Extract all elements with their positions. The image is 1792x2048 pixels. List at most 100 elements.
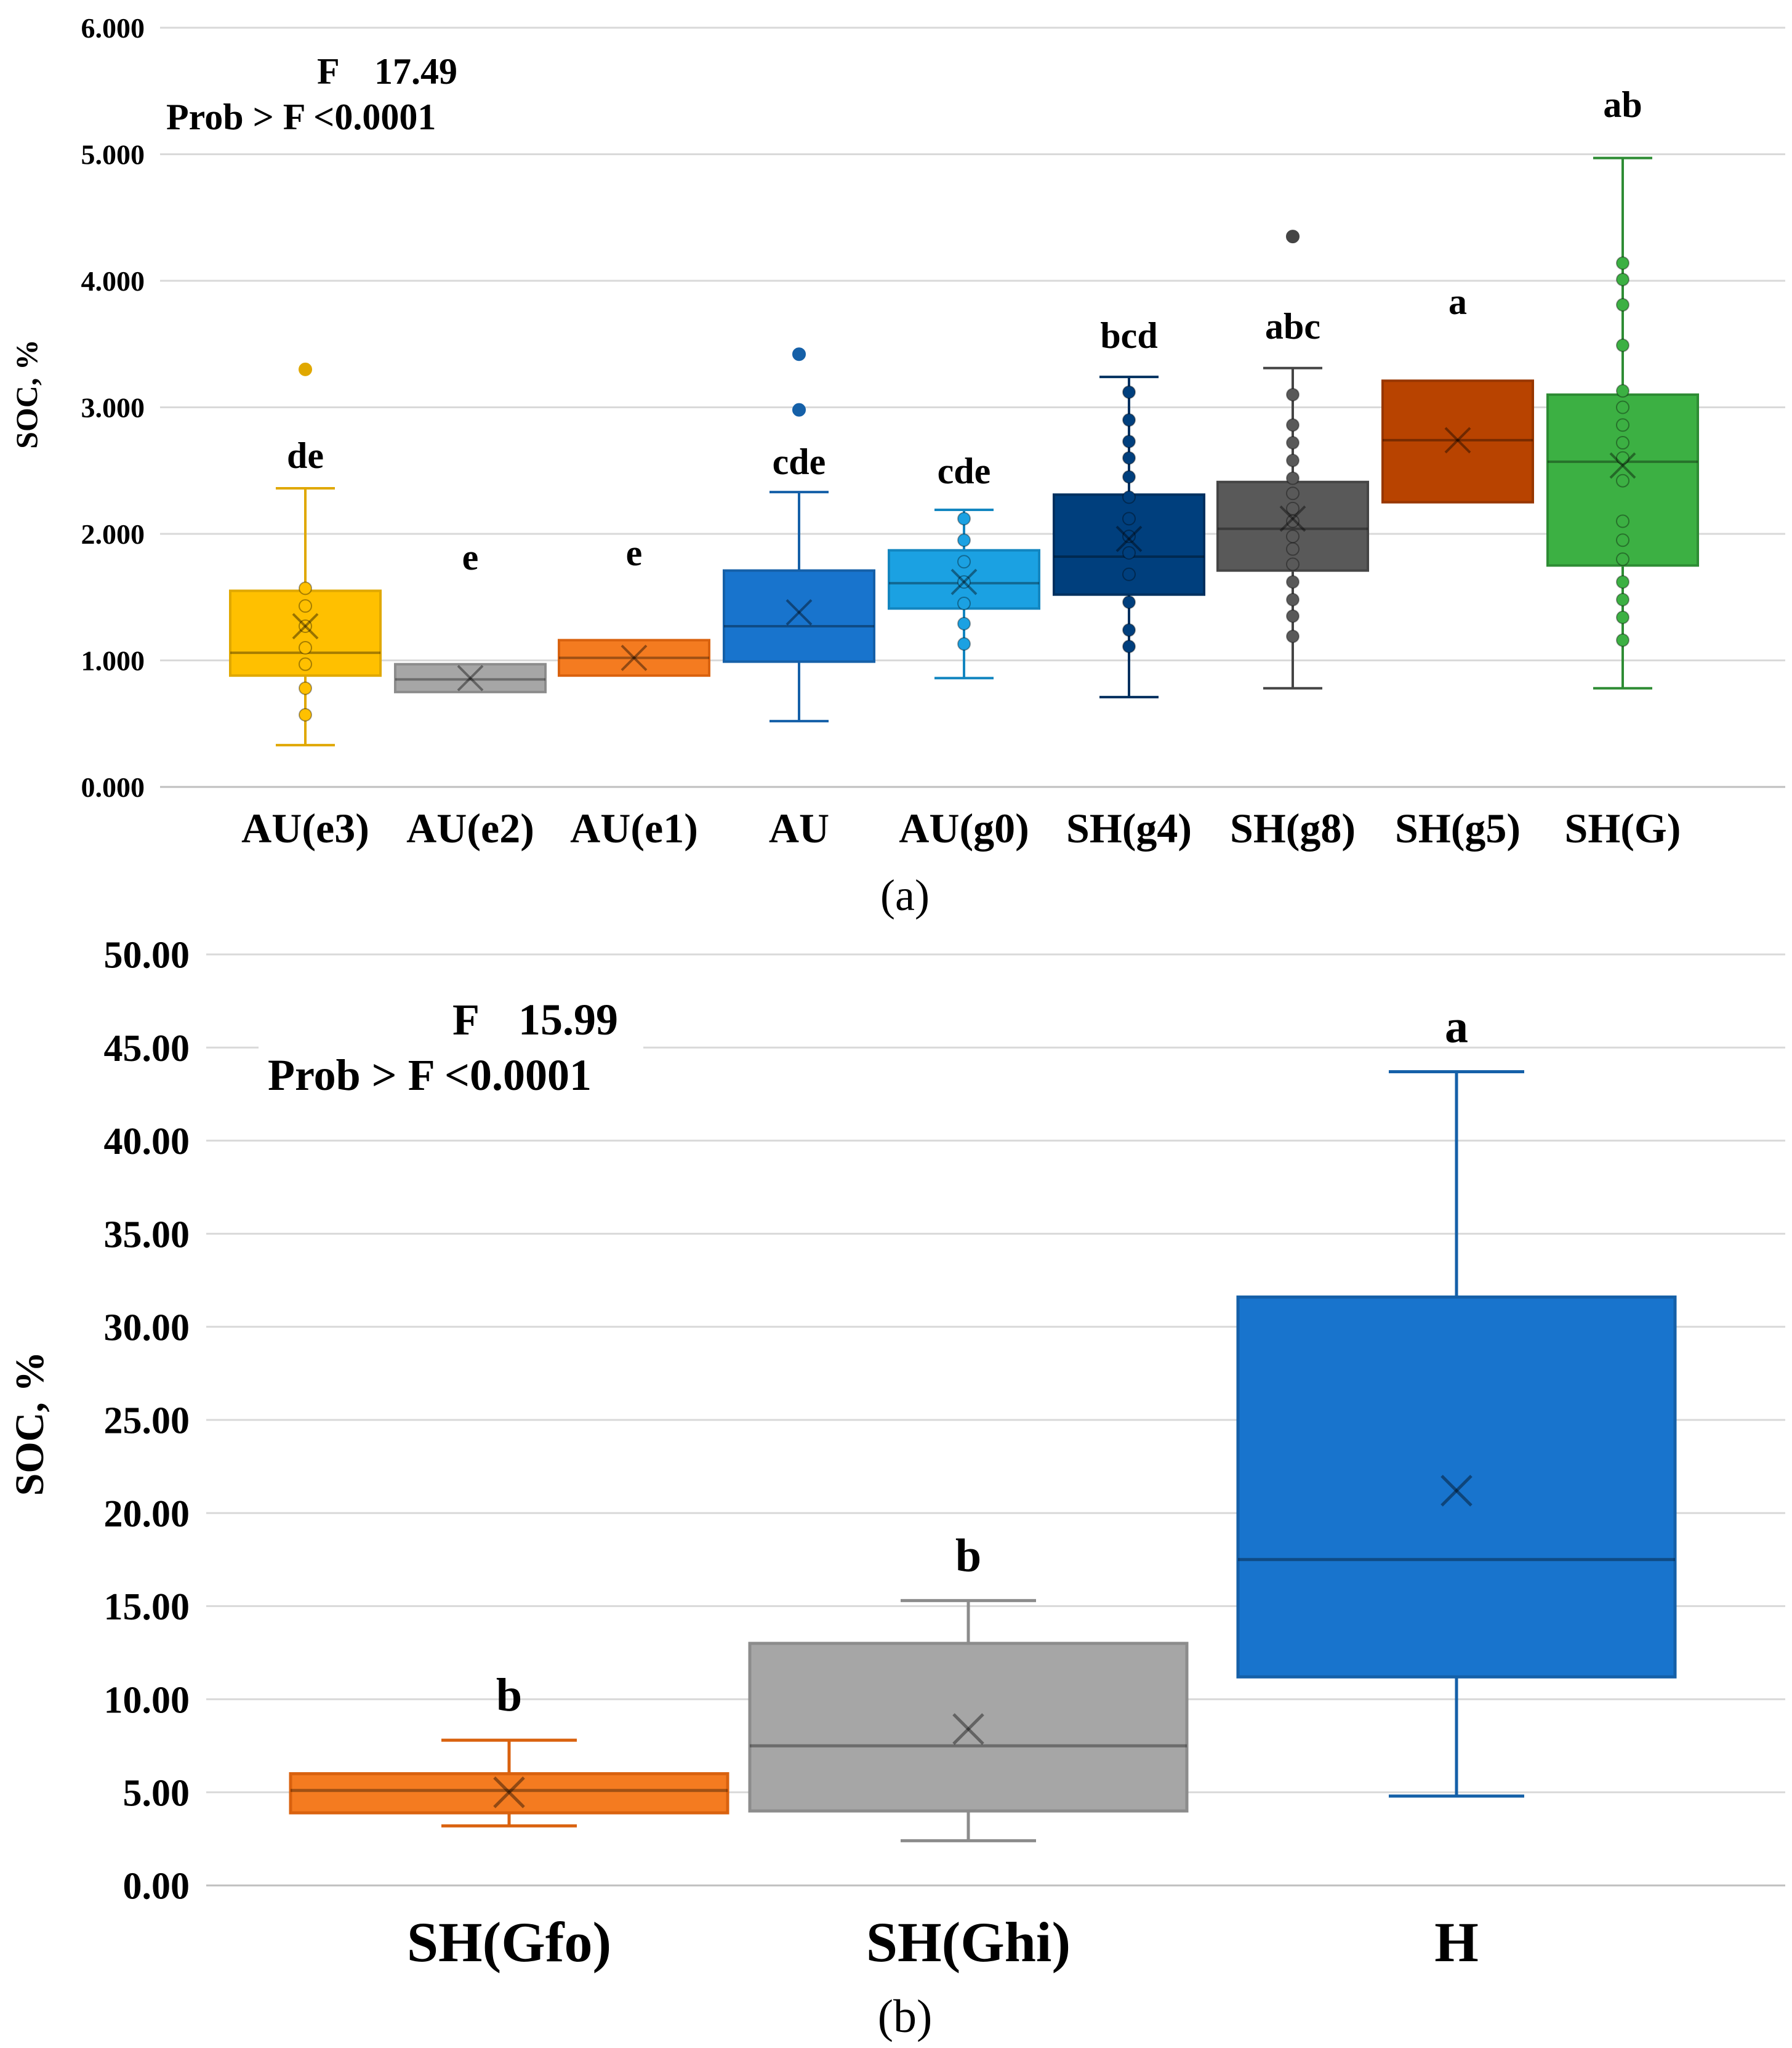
outlier-point [792,347,806,361]
outlier-point [792,403,806,417]
data-point [1616,384,1629,398]
panel-b-y-axis-label: SOC, % [7,1352,52,1496]
panel-b-significance-letters: b b a [496,1001,1468,1722]
data-point [1616,272,1629,286]
data-point [1122,413,1136,427]
y-tick-label: 40.00 [104,1121,190,1163]
data-point [1616,256,1629,270]
x-tick-label: AU(e3) [241,805,369,852]
x-tick-label: AU [769,805,829,852]
data-point [1122,434,1136,448]
data-point [1616,552,1629,566]
data-point [957,533,971,547]
data-point [1616,298,1629,312]
data-point [299,640,312,655]
data-point [1616,400,1629,414]
panel-b-caption: (b) [878,1991,933,2042]
x-tick-label: AU(e2) [406,805,534,852]
panel-a-boxes [229,156,1699,747]
data-point [1286,501,1300,515]
data-point [1286,471,1300,485]
data-point [1286,436,1300,450]
y-tick-label: 0.00 [123,1866,190,1908]
panel-a-f-label: F [317,51,340,92]
significance-letter: bcd [1100,315,1157,356]
data-point [1122,451,1136,465]
panel-a-significance-letters: de e e cde cde bcd abc a ab [287,84,1642,578]
data-point [957,616,971,631]
data-point [1286,542,1300,556]
box-iqr [289,1772,729,1815]
panel-b-f-value: 15.99 [518,995,618,1044]
data-point [1616,418,1629,432]
box-sh-gfo- [289,1738,729,1828]
panel-b-stats-box [259,991,643,1108]
y-tick-label: 6.000 [81,12,145,44]
x-tick-label: SH(G) [1565,805,1681,852]
box-sh-g- [1546,156,1699,690]
significance-letter: e [462,537,479,578]
y-tick-label: 2.000 [81,518,145,550]
mean-marker [292,613,319,640]
panel-a-y-tick-labels: 0.000 1.000 2.000 3.000 4.000 5.000 6.000 [81,12,145,803]
significance-letter: cde [773,441,826,482]
data-point [1122,623,1136,637]
box-sh-g4- [1053,376,1205,699]
data-point [299,581,312,595]
mean-marker [1609,452,1636,479]
data-point [1286,387,1300,401]
panel-a-y-axis-label: SOC, % [9,339,44,449]
box-au-e3- [229,362,382,747]
y-tick-label: 3.000 [81,392,145,424]
data-point [1286,530,1300,544]
box-iqr [1381,379,1534,504]
significance-letter: e [626,533,643,573]
box-au [723,347,875,723]
y-tick-label: 35.00 [104,1214,190,1256]
mean-marker [292,613,319,640]
data-point [1286,575,1300,589]
significance-letter: abc [1265,306,1320,347]
panel-a-chart: 0.000 1.000 2.000 3.000 4.000 5.000 6.000 AU(e… [9,12,1785,920]
x-tick-label: H [1434,1911,1479,1973]
data-point [957,555,971,569]
x-tick-label: SH(Gfo) [407,1911,611,1973]
data-point [1286,609,1300,623]
significance-letter: a [1448,281,1467,322]
mean-marker [950,568,978,595]
significance-letter: b [955,1530,981,1581]
box-au-g0- [888,508,1040,680]
x-tick-label: AU(e1) [570,805,698,852]
data-point [957,575,971,589]
significance-letter: cde [938,451,991,491]
box-iqr [394,663,547,693]
data-point [1616,610,1629,624]
data-point [1286,629,1300,643]
panel-b-f-label: F [452,995,480,1044]
panel-b-boxes [289,1070,1677,1842]
data-point [299,681,312,695]
data-point [1286,486,1300,501]
data-point [1616,575,1629,589]
mean-marker [1115,525,1143,552]
data-point [957,512,971,526]
panel-a-prob-label: Prob > F <0.0001 [166,97,436,137]
data-point [1122,512,1136,526]
data-point [1616,533,1629,547]
data-point [299,708,312,722]
data-point [1122,470,1136,484]
y-tick-label: 20.00 [104,1493,190,1535]
box-iqr [558,639,710,677]
y-tick-label: 10.00 [104,1679,190,1721]
mean-marker [1444,427,1471,454]
y-tick-label: 30.00 [104,1307,190,1349]
data-point [1286,592,1300,607]
panel-b-chart: 0.00 5.00 10.00 15.00 20.00 25.00 30.00 35.00 40… [7,935,1785,2042]
mean-marker [1279,505,1306,532]
panel-a-x-tick-labels: AU(e3) AU(e2) AU(e1) AU AU(g0) SH(g4) SH(g8) SH… [241,805,1681,852]
mean-marker [786,599,813,626]
data-point [299,657,312,671]
data-point [1122,595,1136,609]
box-sh-ghi- [748,1598,1189,1842]
data-point [1286,514,1300,528]
